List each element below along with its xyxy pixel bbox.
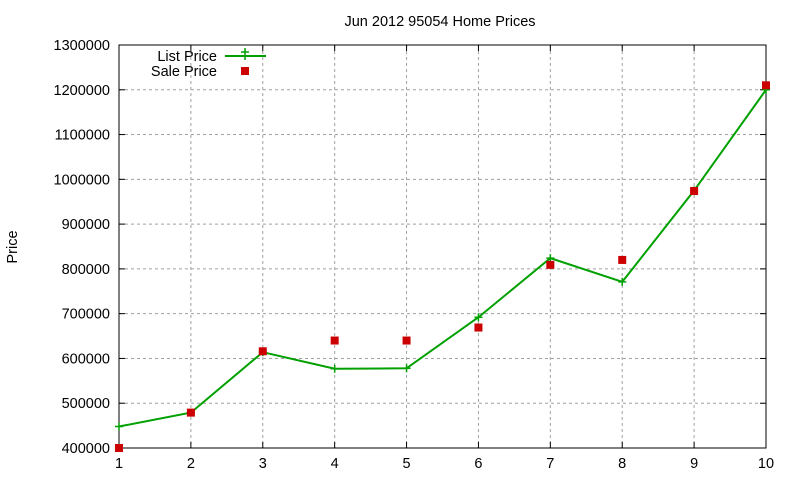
chart-title: Jun 2012 95054 Home Prices xyxy=(344,14,535,30)
series-list-price xyxy=(115,85,770,431)
plot-frame xyxy=(118,44,767,449)
sale-price-marker xyxy=(618,255,627,264)
y-axis-label: Price xyxy=(5,230,21,263)
sale-price-marker xyxy=(690,186,699,195)
y-tick-label: 1300000 xyxy=(54,38,110,54)
list-price-marker xyxy=(474,313,483,322)
list-price-marker xyxy=(546,254,555,263)
list-price-marker xyxy=(402,364,411,373)
list-price-marker xyxy=(618,277,627,286)
sale-price-marker xyxy=(762,81,770,90)
axes xyxy=(118,44,767,449)
y-tick-label: 500000 xyxy=(62,396,110,412)
list-price-marker xyxy=(115,422,123,431)
sale-price-marker xyxy=(546,260,555,269)
y-tick-label: 700000 xyxy=(62,307,110,323)
x-tick-label: 1 xyxy=(115,456,123,472)
x-tick-label: 7 xyxy=(546,456,554,472)
y-tick-label: 900000 xyxy=(62,217,110,233)
y-tick-labels: 400000 500000 600000 700000 800000 900000 1000… xyxy=(54,38,110,457)
sale-price-marker xyxy=(115,444,123,452)
legend-label-list-price: List Price xyxy=(157,49,217,65)
list-price-line xyxy=(118,89,767,428)
y-tick-label: 1100000 xyxy=(55,128,110,144)
sale-price-marker xyxy=(186,408,195,417)
y-tick-label: 1200000 xyxy=(54,83,110,99)
list-price-marker xyxy=(330,364,339,373)
x-tick-label: 3 xyxy=(259,456,267,472)
series-sale-price xyxy=(115,81,770,452)
x-tick-label: 10 xyxy=(758,456,774,472)
x-tick-label: 8 xyxy=(618,456,626,472)
y-tick-label: 400000 xyxy=(62,441,110,457)
y-tick-label: 800000 xyxy=(62,262,110,278)
legend-plus-icon xyxy=(241,48,249,60)
legend-square-icon xyxy=(241,67,249,75)
y-tick-label: 600000 xyxy=(62,351,110,367)
x-tick-label: 5 xyxy=(403,456,411,472)
sale-price-marker xyxy=(474,323,483,332)
sale-price-marker xyxy=(258,347,267,356)
legend-label-sale-price: Sale Price xyxy=(151,64,217,80)
y-tick-label: 1000000 xyxy=(54,172,110,188)
x-tick-label: 4 xyxy=(331,456,339,472)
legend: List Price Sale Price xyxy=(151,48,266,80)
grid-lines xyxy=(119,45,766,448)
x-tick-label: 2 xyxy=(187,456,195,472)
x-tick-label: 9 xyxy=(690,456,698,472)
sale-price-marker xyxy=(402,336,411,345)
sale-price-marker xyxy=(330,336,339,345)
x-tick-labels: 1 2 3 4 5 6 7 8 9 10 xyxy=(115,456,774,472)
x-tick-label: 6 xyxy=(474,456,482,472)
